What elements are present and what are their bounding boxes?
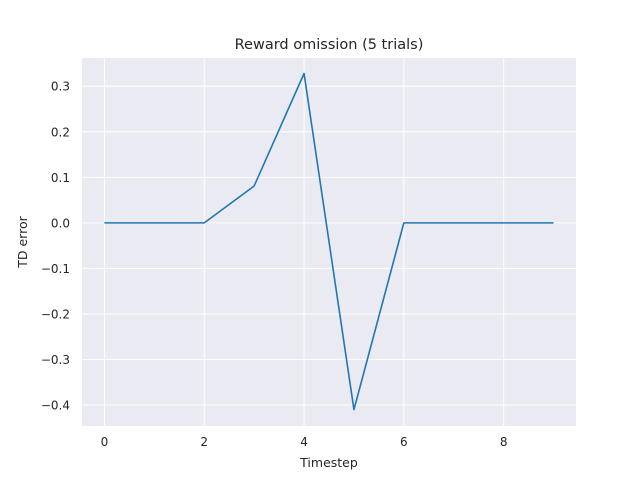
y-tick-label: 0.0 bbox=[51, 216, 70, 230]
x-tick-labels: 0 2 4 6 8 bbox=[101, 435, 508, 449]
y-axis-label: TD error bbox=[15, 215, 30, 268]
y-tick-label: 0.2 bbox=[51, 125, 70, 139]
x-tick-label: 0 bbox=[101, 435, 109, 449]
x-tick-label: 8 bbox=[500, 435, 508, 449]
x-axis-label: Timestep bbox=[299, 455, 358, 470]
y-tick-label: −0.2 bbox=[41, 307, 70, 321]
y-tick-label: 0.3 bbox=[51, 80, 70, 94]
y-tick-label: 0.1 bbox=[51, 171, 70, 185]
grid-x bbox=[103, 58, 505, 426]
series-layer bbox=[104, 72, 554, 411]
x-tick-label: 2 bbox=[200, 435, 208, 449]
y-tick-label: −0.4 bbox=[41, 399, 70, 413]
x-tick-label: 4 bbox=[300, 435, 308, 449]
series-line bbox=[104, 72, 554, 411]
y-tick-label: −0.3 bbox=[41, 353, 70, 367]
chart-title: Reward omission (5 trials) bbox=[235, 37, 424, 53]
y-tick-labels: 0.3 0.2 0.1 0.0 −0.1 −0.2 −0.3 −0.4 bbox=[41, 80, 70, 413]
y-tick-label: −0.1 bbox=[41, 262, 70, 276]
x-tick-label: 6 bbox=[400, 435, 408, 449]
